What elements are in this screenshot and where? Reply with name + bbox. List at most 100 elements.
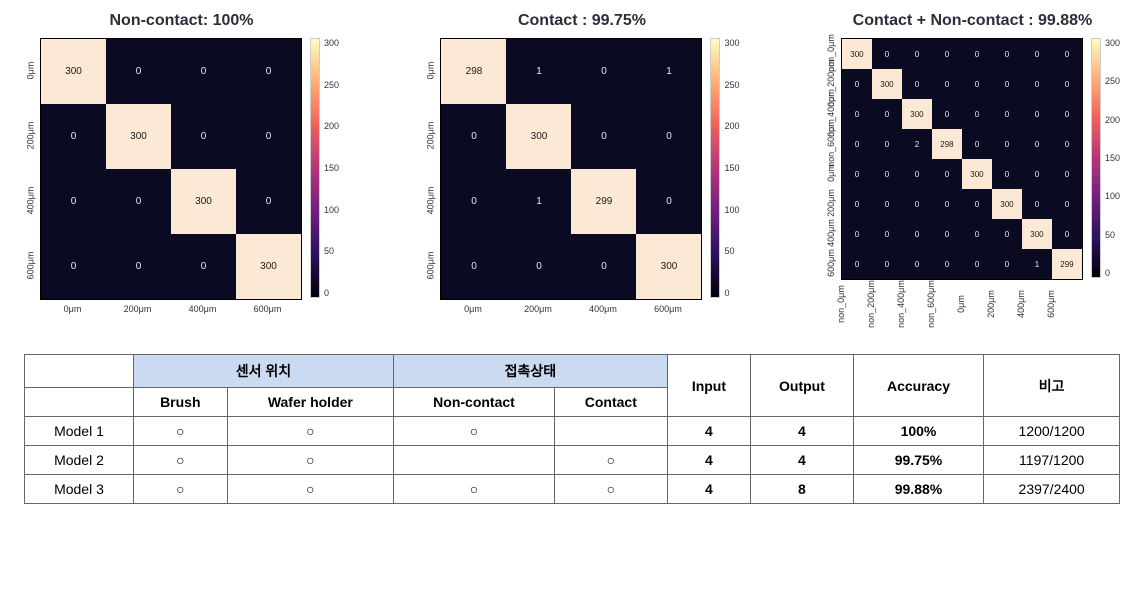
cell: 0 (932, 189, 962, 219)
cell: 1 (506, 39, 571, 104)
x-tick: 0μm (440, 304, 505, 314)
cell: 300 (106, 104, 171, 169)
y-tick: 400μm (816, 227, 846, 239)
cell: 0 (992, 219, 1022, 249)
cell: 0 (932, 99, 962, 129)
cell: 0 (1052, 69, 1082, 99)
cell: 0 (872, 129, 902, 159)
x-tick: 0μm (40, 304, 105, 314)
cell: 0 (1022, 99, 1052, 129)
cell: 0 (872, 99, 902, 129)
cell: 0 (902, 159, 932, 189)
cell: 0 (171, 39, 236, 104)
cell: 300 (872, 69, 902, 99)
cell-noncontact (394, 446, 555, 475)
cell: 0 (962, 249, 992, 279)
cell: 0 (571, 234, 636, 299)
x-tick: 600μm (1046, 289, 1086, 319)
cell: 0 (636, 104, 701, 169)
colorbar-tick: 300 (724, 38, 739, 48)
cell: 0 (106, 169, 171, 234)
cell: 0 (1022, 159, 1052, 189)
cell: 0 (106, 234, 171, 299)
colorbar-tick: 250 (324, 80, 339, 90)
cell-brush: ○ (133, 446, 227, 475)
confusion-matrix-1: Contact : 99.75%0μm200μm400μm600μm298101… (424, 12, 739, 324)
colorbar-tick: 150 (724, 163, 739, 173)
cell: 0 (932, 249, 962, 279)
cell: 0 (236, 104, 301, 169)
cell: 0 (872, 189, 902, 219)
cell: 300 (902, 99, 932, 129)
confusion-matrix-0: Non-contact: 100%0μm200μm400μm600μm30000… (24, 12, 339, 324)
colorbar-tick: 250 (1105, 76, 1120, 86)
cell-output: 4 (751, 417, 854, 446)
cell: 0 (842, 159, 872, 189)
cell: 0 (962, 39, 992, 69)
cell: 0 (962, 99, 992, 129)
cell: 0 (992, 129, 1022, 159)
cell-contact: ○ (554, 446, 667, 475)
cell: 1 (1022, 249, 1052, 279)
colorbar (310, 38, 320, 298)
colorbar-tick: 50 (724, 246, 739, 256)
cell: 300 (992, 189, 1022, 219)
cell-note: 2397/2400 (984, 475, 1120, 504)
cell: 0 (842, 189, 872, 219)
cell: 0 (171, 104, 236, 169)
models-table: 센서 위치접촉상태InputOutputAccuracy비고BrushWafer… (24, 354, 1120, 504)
y-tick: 400μm (0, 195, 63, 207)
y-tick: 200μm (0, 130, 63, 142)
cell: 0 (842, 99, 872, 129)
cell-contact (554, 417, 667, 446)
cell: 0 (1052, 219, 1082, 249)
cell: 0 (932, 219, 962, 249)
colorbar-tick: 0 (1105, 268, 1120, 278)
y-tick: 0μm (0, 65, 63, 77)
cell: 0 (902, 249, 932, 279)
cell: 0 (962, 219, 992, 249)
cell: 0 (236, 169, 301, 234)
cell: 0 (992, 99, 1022, 129)
chart-title: Contact : 99.75% (518, 12, 646, 30)
cell: 1 (636, 39, 701, 104)
colorbar-tick: 50 (324, 246, 339, 256)
cell: 299 (1052, 249, 1082, 279)
table-group-header (25, 355, 134, 388)
cell: 0 (932, 39, 962, 69)
cell: 2 (902, 129, 932, 159)
colorbar-tick: 50 (1105, 230, 1120, 240)
cell: 300 (636, 234, 701, 299)
table-sub-header: Wafer holder (227, 388, 393, 417)
colorbar-tick: 100 (1105, 191, 1120, 201)
cell: 0 (171, 234, 236, 299)
cell: 0 (1022, 129, 1052, 159)
cell: 300 (962, 159, 992, 189)
cell: 0 (872, 39, 902, 69)
cell: 0 (902, 39, 932, 69)
cell: 300 (236, 234, 301, 299)
cell: 298 (932, 129, 962, 159)
cell: 0 (1022, 69, 1052, 99)
colorbar-tick: 0 (324, 288, 339, 298)
cell-name: Model 1 (25, 417, 134, 446)
table-row: Model 2○○○4499.75%1197/1200 (25, 446, 1120, 475)
table-group-header: Accuracy (853, 355, 984, 417)
cell: 0 (872, 159, 902, 189)
cell: 0 (106, 39, 171, 104)
cell-accuracy: 100% (853, 417, 984, 446)
cell: 0 (571, 104, 636, 169)
x-tick: 400μm (570, 304, 635, 314)
cell-input: 4 (667, 417, 751, 446)
colorbar-tick: 300 (1105, 38, 1120, 48)
x-tick: 600μm (635, 304, 700, 314)
heatmap-grid: 3000000000030000000000300000000022980000… (841, 38, 1083, 280)
cell: 0 (506, 234, 571, 299)
confusion-matrix-2: Contact + Non-contact : 99.88%non_0μmnon… (825, 12, 1120, 324)
y-tick: 600μm (0, 260, 63, 272)
cell: 0 (992, 249, 1022, 279)
y-tick: non_600μm (816, 137, 846, 149)
cell: 300 (842, 39, 872, 69)
colorbar-tick: 200 (324, 121, 339, 131)
heatmap-grid: 298101030000012990000300 (440, 38, 702, 300)
